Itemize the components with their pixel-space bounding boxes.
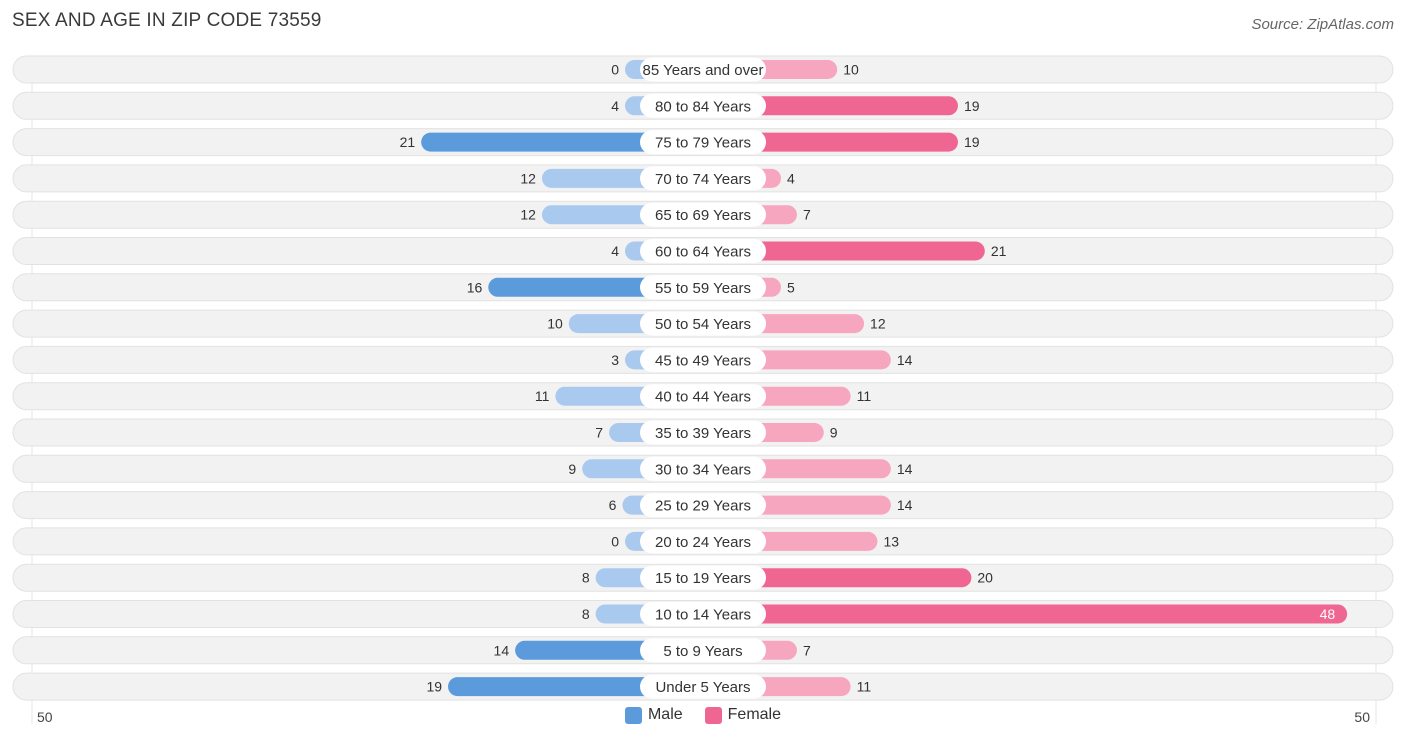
category-label: 10 to 14 Years [655,607,751,624]
legend-swatch-female [704,706,722,724]
category-label: 75 to 79 Years [655,135,751,152]
value-label-male: 12 [520,207,536,223]
category-label: 40 to 44 Years [655,389,751,406]
value-label-female: 5 [787,279,795,295]
category-label: 5 to 9 Years [663,643,742,660]
value-label-male: 7 [595,425,603,441]
value-label-male: 6 [609,497,617,513]
value-label-female: 14 [897,352,913,368]
category-label-pill [640,202,766,227]
category-label: 45 to 49 Years [655,352,751,369]
category-label-pill [640,130,766,155]
category-label: 65 to 69 Years [655,207,751,224]
value-label-female: 12 [870,316,886,332]
axis-tick-right: 50 [1354,709,1370,725]
value-label-female: 7 [803,642,811,658]
category-label: 30 to 34 Years [655,461,751,478]
category-label-pill [640,529,766,554]
category-label-pill [640,166,766,191]
bar-male [448,677,703,697]
value-label-female: 7 [803,207,811,223]
bar-female [703,132,958,152]
bar-male [421,132,703,152]
legend-item-female[interactable]: Female [704,706,782,724]
category-label-pill [640,456,766,481]
value-label-male: 0 [611,62,619,78]
legend-label-male: Male [647,706,683,723]
value-label-female: 11 [857,388,872,404]
category-label-pill [640,93,766,118]
value-label-female: 21 [991,243,1007,259]
category-label-pill [640,275,766,300]
value-label-female: 20 [977,570,993,586]
chart-legend: Male Female [0,706,1406,724]
category-label: 70 to 74 Years [655,171,751,188]
category-label: 50 to 54 Years [655,316,751,333]
value-label-female: 9 [830,425,838,441]
category-label-pill [640,420,766,445]
value-label-male: 21 [400,134,416,150]
value-label-male: 8 [582,570,590,586]
bar-female [703,241,985,261]
category-label: 20 to 24 Years [655,534,751,551]
value-label-female: 4 [787,170,795,186]
bar-female [703,568,972,588]
category-label: 35 to 39 Years [655,425,751,442]
category-label: 85 Years and over [643,62,764,79]
value-label-male: 3 [611,352,619,368]
value-label-male: 16 [467,279,483,295]
legend-swatch-male [624,706,642,724]
value-label-male: 0 [611,533,619,549]
value-label-male: 4 [611,98,619,114]
category-label: 15 to 19 Years [655,570,751,587]
value-label-female: 19 [964,98,980,114]
value-label-male: 19 [426,679,442,695]
chart-title: SEX AND AGE IN ZIP CODE 73559 [12,10,322,31]
value-label-male: 9 [568,461,576,477]
bar-female [703,604,1348,624]
legend-label-female: Female [727,706,782,723]
value-label-female: 13 [883,533,899,549]
category-label-pill [640,311,766,336]
value-label-male: 8 [582,606,590,622]
value-label-male: 4 [611,243,619,259]
value-label-female: 14 [897,497,913,513]
axis-tick-left: 50 [37,709,53,725]
chart-source: Source: ZipAtlas.com [1251,16,1394,33]
category-label: 55 to 59 Years [655,280,751,297]
category-label-pill [640,493,766,518]
value-label-male: 14 [494,642,510,658]
category-label-pill [640,347,766,372]
legend-item-male[interactable]: Male [624,706,683,724]
value-label-female: 14 [897,461,913,477]
value-label-female: 19 [964,134,980,150]
value-label-male: 12 [520,170,536,186]
category-label: 80 to 84 Years [655,98,751,115]
value-label-female: 11 [857,679,872,695]
category-label-pill [640,638,766,663]
value-label-male: 11 [535,388,550,404]
category-label-pill [640,57,766,82]
category-label-pill [640,384,766,409]
category-label-pill [640,602,766,626]
value-label-female: 48 [1320,606,1336,622]
category-label: Under 5 Years [655,679,750,696]
value-label-female: 10 [843,62,859,78]
category-label: 25 to 29 Years [655,498,751,515]
category-label-pill [640,239,766,263]
category-label-pill [640,565,766,590]
bar-female [703,96,958,116]
category-label: 60 to 64 Years [655,244,751,261]
value-label-male: 10 [547,316,563,332]
category-label-pill [640,674,766,699]
